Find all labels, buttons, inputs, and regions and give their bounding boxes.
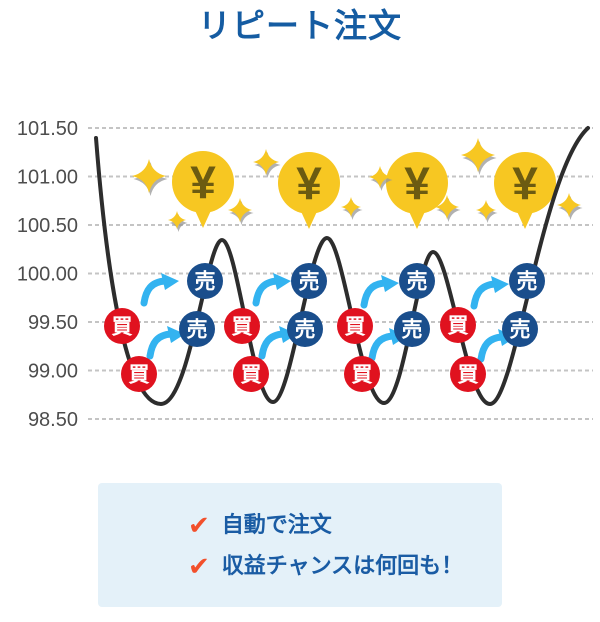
y-tick-label: 101.00 bbox=[17, 167, 78, 189]
sparkle-icon bbox=[228, 198, 254, 225]
sell-marker-label: 売 bbox=[510, 319, 531, 342]
buy-marker-label: 買 bbox=[241, 364, 262, 387]
yen-coin-bubble: ¥ bbox=[172, 151, 234, 228]
buy-marker: 買 bbox=[233, 356, 269, 392]
y-tick-label: 100.00 bbox=[17, 264, 78, 286]
sparkle-icon bbox=[476, 200, 498, 223]
sell-marker: 売 bbox=[399, 263, 435, 299]
yen-symbol: ¥ bbox=[404, 158, 430, 210]
yen-coin-bubble: ¥ bbox=[386, 152, 448, 229]
buy-marker-label: 買 bbox=[458, 364, 479, 387]
y-tick-label: 101.50 bbox=[17, 118, 78, 140]
info-box: ✔ 自動で注文 ✔ 収益チャンスは何回も！ bbox=[98, 483, 502, 607]
checkmark-icon: ✔ bbox=[188, 550, 210, 581]
buy-marker: 買 bbox=[337, 308, 373, 344]
sparkle-icon bbox=[341, 197, 363, 220]
sparkle-icon bbox=[461, 138, 497, 175]
buy-marker-label: 買 bbox=[112, 316, 133, 339]
buy-marker-label: 買 bbox=[232, 316, 253, 339]
sparkle-icon bbox=[168, 211, 188, 232]
sparkle-icon bbox=[132, 159, 168, 196]
y-tick-label: 100.50 bbox=[17, 215, 78, 237]
buy-marker: 買 bbox=[224, 308, 260, 344]
buy-marker-label: 買 bbox=[448, 315, 469, 338]
buy-marker: 買 bbox=[450, 356, 486, 392]
checkmark-icon: ✔ bbox=[188, 509, 210, 540]
info-row-auto-order: ✔ 自動で注文 bbox=[188, 512, 502, 538]
buy-to-sell-arrow-icon bbox=[470, 276, 509, 310]
coin-circle bbox=[494, 152, 556, 214]
yen-symbol: ¥ bbox=[296, 158, 322, 210]
buy-to-sell-arrow-icon bbox=[140, 273, 179, 307]
page-title: リピート注文 bbox=[198, 7, 402, 44]
coin-circle bbox=[386, 152, 448, 214]
coin-circle bbox=[172, 151, 234, 213]
sell-marker: 売 bbox=[187, 263, 223, 299]
buy-marker-label: 買 bbox=[352, 364, 373, 387]
sell-marker-label: 売 bbox=[187, 319, 208, 342]
sell-marker-label: 売 bbox=[517, 271, 538, 294]
buy-marker: 買 bbox=[344, 356, 380, 392]
buy-marker-label: 買 bbox=[129, 364, 150, 387]
buy-marker: 買 bbox=[121, 356, 157, 392]
yen-symbol: ¥ bbox=[190, 157, 216, 209]
buy-marker: 買 bbox=[440, 307, 476, 343]
buy-to-sell-arrow-icon bbox=[146, 326, 185, 360]
buy-to-sell-arrow-icon bbox=[360, 275, 399, 309]
yen-symbol: ¥ bbox=[512, 158, 538, 210]
sell-marker-label: 売 bbox=[407, 271, 428, 294]
sell-marker: 売 bbox=[394, 311, 430, 347]
y-tick-label: 99.50 bbox=[28, 312, 78, 334]
info-text-profit-chances: 収益チャンスは何回も！ bbox=[221, 552, 464, 578]
sell-marker-label: 売 bbox=[195, 271, 216, 294]
sell-marker: 売 bbox=[502, 311, 538, 347]
yen-coin-bubble: ¥ bbox=[278, 152, 340, 229]
sell-marker: 売 bbox=[291, 263, 327, 299]
info-text-auto-order: 自動で注文 bbox=[221, 511, 332, 537]
sell-marker: 売 bbox=[179, 311, 215, 347]
buy-marker: 買 bbox=[104, 308, 140, 344]
yen-coin-bubble: ¥ bbox=[494, 152, 556, 229]
sell-marker-label: 売 bbox=[295, 319, 316, 342]
sparkle-icon bbox=[435, 195, 461, 222]
buy-marker-label: 買 bbox=[345, 316, 366, 339]
coin-circle bbox=[278, 152, 340, 214]
sell-marker: 売 bbox=[287, 311, 323, 347]
sparkle-icon bbox=[253, 149, 281, 178]
sparkle-icon bbox=[369, 166, 393, 191]
sell-marker-label: 売 bbox=[299, 271, 320, 294]
sell-marker: 売 bbox=[509, 263, 545, 299]
y-tick-label: 99.00 bbox=[28, 361, 78, 383]
info-row-profit-chances: ✔ 収益チャンスは何回も！ bbox=[188, 553, 502, 579]
buy-to-sell-arrow-icon bbox=[252, 273, 291, 307]
y-tick-label: 98.50 bbox=[28, 409, 78, 431]
sell-marker-label: 売 bbox=[402, 319, 423, 342]
sparkle-icon bbox=[557, 193, 583, 220]
price-line bbox=[94, 126, 590, 407]
